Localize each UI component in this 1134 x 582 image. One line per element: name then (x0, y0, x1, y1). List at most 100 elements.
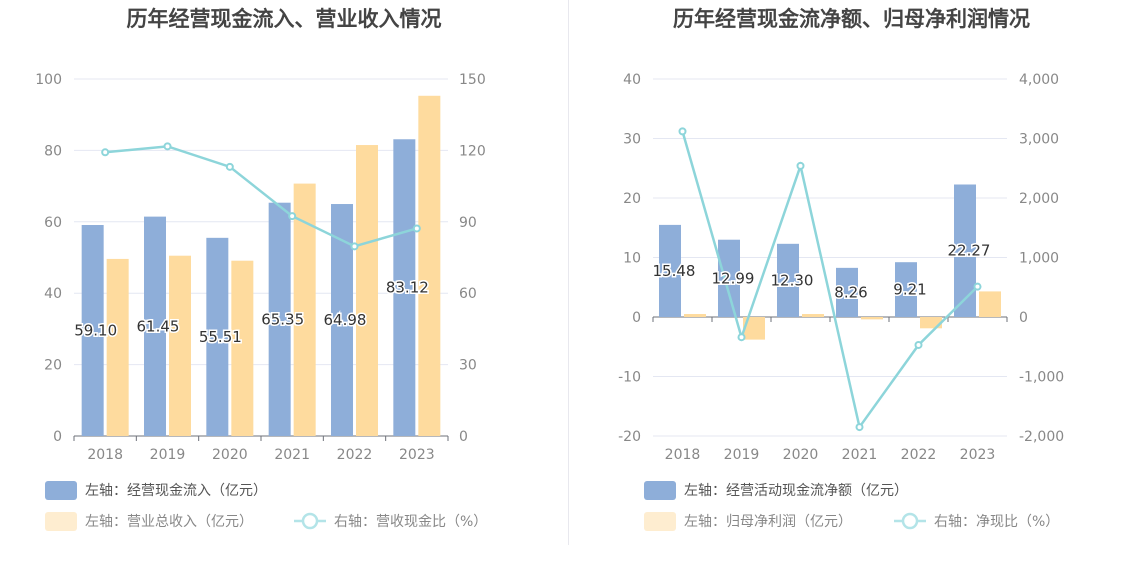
bar-data-label: 15.48 (653, 262, 696, 280)
bar-data-label: 55.51 (199, 328, 242, 346)
y-right-tick-label: 120 (459, 143, 486, 159)
bar-secondary (861, 317, 883, 320)
y-right-tick-label: 1,000 (1019, 251, 1059, 267)
y-left-tick-label: 0 (632, 310, 641, 326)
bar-data-label: 8.26 (834, 283, 867, 301)
ratio-point (412, 224, 421, 233)
y-left-tick-label: 10 (623, 251, 641, 267)
ratio-point (288, 212, 297, 221)
y-right-tick-label: 4,000 (1019, 72, 1059, 88)
ratio-point (796, 161, 805, 170)
bar-secondary (418, 95, 441, 437)
chart-title-left: 历年经营现金流入、营业收入情况 (126, 7, 442, 31)
y-right-tick-label: 3,000 (1019, 132, 1059, 148)
y-right-tick-label: 60 (459, 286, 477, 302)
legend-swatch-point (301, 512, 319, 530)
bar-data-label: 12.30 (771, 271, 814, 289)
ratio-point (225, 162, 234, 171)
chart-left-svg: 0 20 40 60 80 100 0 30 60 90 120 150 2018 2019 2020 202… (35, 72, 487, 531)
y-right-tick-label: 0 (1019, 310, 1028, 326)
x-tick-label: 2019 (150, 447, 186, 463)
ratio-point (914, 340, 923, 349)
bar-primary (206, 237, 229, 436)
bar-secondary (802, 314, 824, 317)
bar-secondary (979, 291, 1001, 317)
y-left-tick-label: 20 (623, 191, 641, 207)
y-right-tick-label: 0 (459, 429, 468, 445)
bar-primary (718, 239, 740, 317)
bar-secondary (106, 258, 129, 436)
bar-primary (659, 224, 681, 317)
legend-swatch-secondary (644, 512, 676, 531)
ratio-point (973, 282, 982, 291)
legend-label: 左轴：经营活动现金流净额（亿元） (684, 483, 908, 499)
ratio-point (101, 148, 110, 157)
bar-primary (393, 139, 416, 436)
legend-swatch-secondary (45, 512, 77, 531)
y-left-tick-label: 60 (44, 215, 62, 231)
x-tick-label: 2020 (783, 447, 819, 463)
x-tick-label: 2023 (960, 447, 996, 463)
legend-label: 左轴：营业总收入（亿元） (85, 514, 253, 530)
x-tick-label: 2021 (842, 447, 878, 463)
bar-data-label: 12.99 (712, 269, 755, 287)
y-left-tick-label: 40 (44, 286, 62, 302)
y-left-tick-label: -20 (618, 429, 641, 445)
y-right-tick-label: 30 (459, 358, 477, 374)
bar-primary (836, 267, 858, 317)
bar-secondary (169, 255, 191, 436)
legend-swatch-point (901, 512, 919, 530)
y-right-tick-label: 2,000 (1019, 191, 1059, 207)
y-right-tick-label: -1,000 (1019, 370, 1064, 386)
bar-secondary (743, 317, 765, 340)
ratio-point (737, 333, 746, 342)
ratio-line (105, 145, 418, 248)
x-tick-label: 2022 (337, 447, 373, 463)
x-tick-label: 2023 (399, 447, 435, 463)
bar-primary (954, 184, 976, 317)
y-left-tick-label: 100 (35, 72, 62, 88)
bar-data-label: 61.45 (137, 317, 180, 335)
bar-primary (331, 204, 353, 436)
legend-label: 左轴：归母净利润（亿元） (684, 513, 852, 530)
x-tick-label: 2018 (665, 447, 701, 463)
x-tick-label: 2021 (274, 447, 310, 463)
x-tick-label: 2018 (87, 447, 123, 463)
bar-data-label: 59.10 (74, 322, 117, 340)
y-left-tick-label: 80 (44, 143, 62, 159)
bar-secondary (231, 260, 254, 436)
bar-primary (268, 202, 291, 436)
x-tick-label: 2020 (212, 447, 248, 463)
bar-data-label: 22.27 (948, 242, 991, 260)
y-left-tick-label: 40 (623, 72, 641, 88)
bar-data-label: 83.12 (386, 279, 429, 297)
ratio-point (163, 142, 172, 151)
bar-secondary (920, 317, 942, 329)
bar-primary (777, 243, 799, 317)
x-tick-label: 2019 (724, 447, 760, 463)
bar-primary (81, 225, 104, 436)
x-tick-label: 2022 (901, 447, 937, 463)
y-left-tick-label: 20 (44, 358, 62, 374)
legend-label: 右轴：净现比（%） (934, 514, 1059, 530)
ratio-point (855, 423, 864, 432)
y-right-tick-label: -2,000 (1019, 429, 1064, 445)
ratio-point (678, 127, 687, 136)
y-right-tick-label: 150 (459, 72, 486, 88)
ratio-line (681, 131, 979, 431)
y-left-tick-label: 30 (623, 132, 641, 148)
bar-secondary (684, 314, 706, 317)
legend-label: 右轴：营收现金比（%） (334, 514, 487, 530)
bar-secondary (293, 183, 316, 436)
bar-secondary (356, 145, 378, 437)
y-left-tick-label: -10 (618, 370, 641, 386)
legend-swatch-primary (644, 481, 676, 500)
bar-data-label: 9.21 (893, 281, 926, 299)
chart-right-svg: -20 -10 0 10 20 30 40 -2,000 -1,000 0 1,000 2,000 3,… (618, 72, 1064, 531)
legend-swatch-primary (45, 481, 77, 500)
panel-divider (568, 0, 569, 545)
bar-data-label: 64.98 (324, 311, 367, 329)
y-right-tick-label: 90 (459, 215, 477, 231)
legend-label: 左轴：经营现金流入（亿元） (85, 483, 267, 499)
